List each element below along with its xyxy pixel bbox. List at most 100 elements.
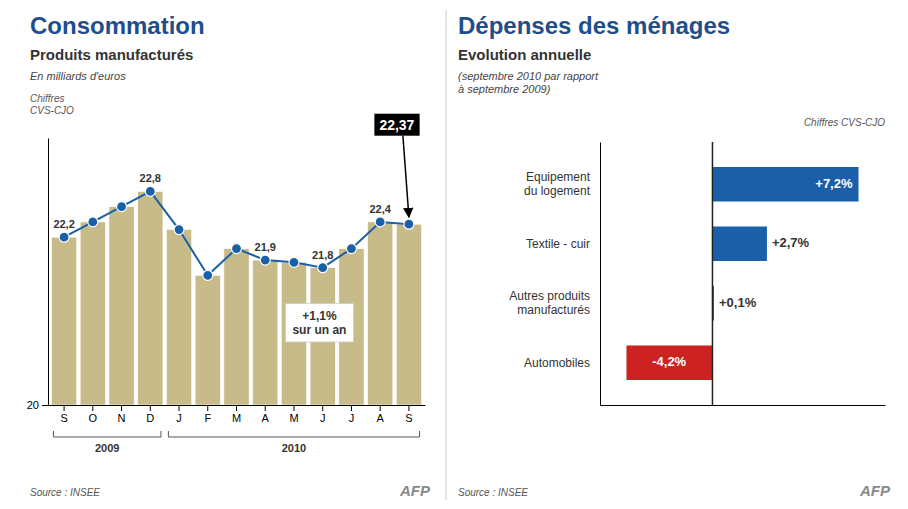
x-tick: S	[60, 405, 67, 424]
callout-arrow	[403, 136, 409, 217]
bar	[51, 237, 76, 405]
x-tick-label: M	[232, 412, 241, 424]
category-label: Automobiles	[524, 356, 590, 370]
chart-root: ConsommationProduits manufacturésEn mill…	[0, 0, 908, 509]
annotation-box	[285, 304, 353, 342]
x-tick-mark	[92, 405, 93, 411]
zero-line	[712, 142, 714, 405]
callout-box	[374, 114, 419, 136]
y-tick: 20	[27, 399, 48, 411]
bar	[396, 224, 421, 405]
x-tick: O	[89, 405, 98, 424]
x-tick: J	[349, 405, 355, 424]
note: ChiffresCVS-CJO	[30, 93, 74, 116]
x-tick-label: J	[320, 412, 326, 424]
x-tick-label: D	[146, 412, 154, 424]
source: Source : INSEE	[458, 487, 528, 498]
data-label: -4,2%	[652, 354, 686, 369]
x-tick-label: S	[60, 412, 67, 424]
category-label: Autres produitsmanufacturés	[509, 289, 590, 317]
x-tick: M	[289, 405, 298, 424]
text-line: CVS-CJO	[30, 105, 74, 116]
x-tick-mark	[150, 405, 151, 411]
y-tick: Autres produitsmanufacturés	[509, 289, 600, 317]
y-tick: Automobiles	[524, 356, 600, 370]
point	[318, 263, 328, 273]
x-tick-mark	[351, 405, 352, 411]
x-tick-label: J	[349, 412, 355, 424]
x-tick-label: F	[204, 412, 211, 424]
x-groups: 20092010	[53, 431, 419, 454]
y-axis: Equipementdu logement Textile - cuir Autre…	[509, 143, 600, 406]
text-line: manufacturés	[517, 303, 590, 317]
x-tick-mark	[179, 405, 180, 411]
bar	[195, 275, 220, 405]
y-axis: 20	[27, 139, 49, 412]
x-axis-line	[601, 405, 886, 406]
point	[346, 244, 356, 254]
y-axis-line	[48, 139, 49, 406]
group-label: 2009	[95, 442, 119, 454]
title: Dépenses des ménages	[458, 12, 730, 39]
x-axis: SONDJFMAMJJAS	[49, 405, 426, 424]
x-tick: J	[176, 405, 182, 424]
bar-series	[51, 191, 421, 405]
x-tick-label: O	[89, 412, 98, 424]
note: Chiffres CVS-CJO	[804, 117, 885, 128]
text-line: du logement	[524, 184, 591, 198]
data-label: 22,8	[140, 172, 161, 184]
data-label: +0,1%	[719, 295, 757, 310]
x-tick: F	[204, 405, 211, 424]
group-bracket	[53, 431, 160, 437]
data-label: +7,2%	[815, 176, 853, 191]
x-tick-mark	[265, 405, 266, 411]
plot-area	[51, 186, 421, 405]
point	[232, 244, 242, 254]
bar	[253, 260, 278, 405]
x-tick: J	[320, 405, 326, 424]
data-labels: 22,222,821,921,822,422,37	[53, 114, 419, 261]
credit: AFP	[859, 482, 891, 499]
callout: 22,37	[374, 114, 419, 217]
y-tick-mark	[42, 405, 48, 406]
point	[174, 225, 184, 235]
bar	[166, 230, 191, 405]
data-label: 21,9	[255, 241, 276, 253]
x-tick-mark	[236, 405, 237, 411]
panel: Dépenses des ménagesEvolution annuelle(s…	[458, 12, 891, 499]
bar	[224, 249, 249, 405]
x-tick-mark	[121, 405, 122, 411]
x-tick: D	[146, 405, 154, 424]
point	[145, 186, 155, 196]
subtitle-2: En milliards d'euros	[30, 70, 126, 82]
callout-label: 22,37	[379, 117, 414, 133]
point	[203, 270, 213, 280]
x-tick-mark	[293, 405, 294, 411]
point	[88, 217, 98, 227]
credit: AFP	[399, 482, 431, 499]
x-tick-mark	[408, 405, 409, 411]
text-line: Equipement	[526, 170, 591, 184]
bar	[368, 222, 393, 405]
annotation: +1,1%sur un an	[285, 304, 353, 342]
x-tick-label: J	[176, 412, 182, 424]
subtitle: Evolution annuelle	[458, 46, 591, 63]
x-axis	[601, 142, 886, 406]
data-label: 22,4	[369, 203, 391, 215]
point	[289, 257, 299, 267]
annotation-text: +1,1%sur un an	[292, 309, 346, 337]
y-axis-line	[600, 143, 601, 406]
y-tick: Textile - cuir	[526, 237, 600, 251]
y-tick: Equipementdu logement	[524, 170, 600, 198]
text-line: Textile - cuir	[526, 237, 590, 251]
x-tick	[712, 142, 713, 405]
title: Consommation	[30, 12, 205, 39]
point	[375, 217, 385, 227]
bar	[712, 226, 767, 261]
text-line: Automobiles	[524, 356, 590, 370]
point	[260, 255, 270, 265]
x-tick-label: N	[118, 412, 126, 424]
plot-area	[626, 167, 858, 380]
group-bracket	[168, 431, 419, 437]
y-tick-label: 20	[27, 399, 39, 411]
